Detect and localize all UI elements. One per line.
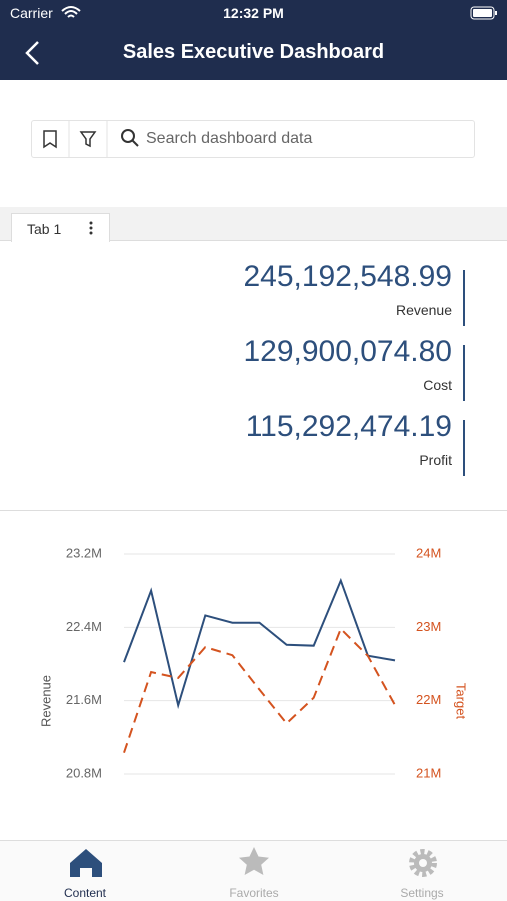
y-tick-label: 21.6M: [66, 692, 102, 707]
header: Carrier 12:32 PM Sales Executive Dashboa…: [0, 0, 507, 80]
tab-favorites[interactable]: Favorites: [229, 886, 279, 900]
tab[interactable]: Tab 1: [11, 213, 110, 242]
y-tick-label: 23.2M: [66, 545, 102, 560]
kpi-value: 129,900,074.80: [243, 335, 452, 368]
toolbar-icons[interactable]: [32, 121, 108, 157]
kpi-value: 245,192,548.99: [243, 260, 452, 293]
y-axis-title: Revenue: [38, 675, 53, 727]
search-placeholder[interactable]: Search dashboard data: [146, 130, 313, 147]
tab-settings[interactable]: Settings: [400, 886, 444, 900]
tab-strip: Tab 1: [0, 207, 507, 242]
battery-icon: [470, 6, 497, 20]
carrier: Carrier: [10, 5, 53, 21]
wifi-icon: [61, 6, 81, 18]
kpi-value: 115,292,474.19: [245, 410, 452, 443]
chart: 20.8M 21.6M 22.4M 23.2M 21M 22M 23M 24M Revenue T…: [38, 545, 469, 780]
tab-label: Tab 1: [27, 221, 62, 237]
kpi-label: Cost: [423, 377, 452, 393]
kpi-label: Profit: [419, 452, 452, 468]
toolbar: Search dashboard data: [31, 120, 475, 158]
y2-tick-label: 21M: [416, 765, 441, 780]
tab-bar: Content Favorites Settings: [0, 840, 507, 901]
time: 12:32 PM: [223, 5, 284, 21]
kpi-bar: [463, 420, 465, 476]
y-tick-label: 22.4M: [66, 619, 102, 634]
y-tick-label: 20.8M: [66, 765, 102, 780]
series-line: [123, 627, 396, 754]
y2-tick-label: 23M: [416, 619, 441, 634]
y2-tick-label: 22M: [416, 692, 441, 707]
kpi-bar: [463, 270, 465, 326]
kpi-label: Revenue: [395, 302, 452, 318]
search-icon: [121, 129, 139, 147]
y2-tick-label: 24M: [416, 545, 441, 560]
series-line: [123, 577, 396, 710]
tab-menu[interactable]: [88, 220, 94, 236]
divider: [0, 510, 507, 511]
back-button[interactable]: [22, 40, 44, 66]
tab-content[interactable]: Content: [63, 886, 107, 900]
kpi-bar: [463, 345, 465, 401]
header-title: Sales Executive Dashboard: [122, 41, 385, 63]
tab-bar-icons: [70, 847, 437, 877]
y2-axis-title: Target: [454, 683, 469, 720]
